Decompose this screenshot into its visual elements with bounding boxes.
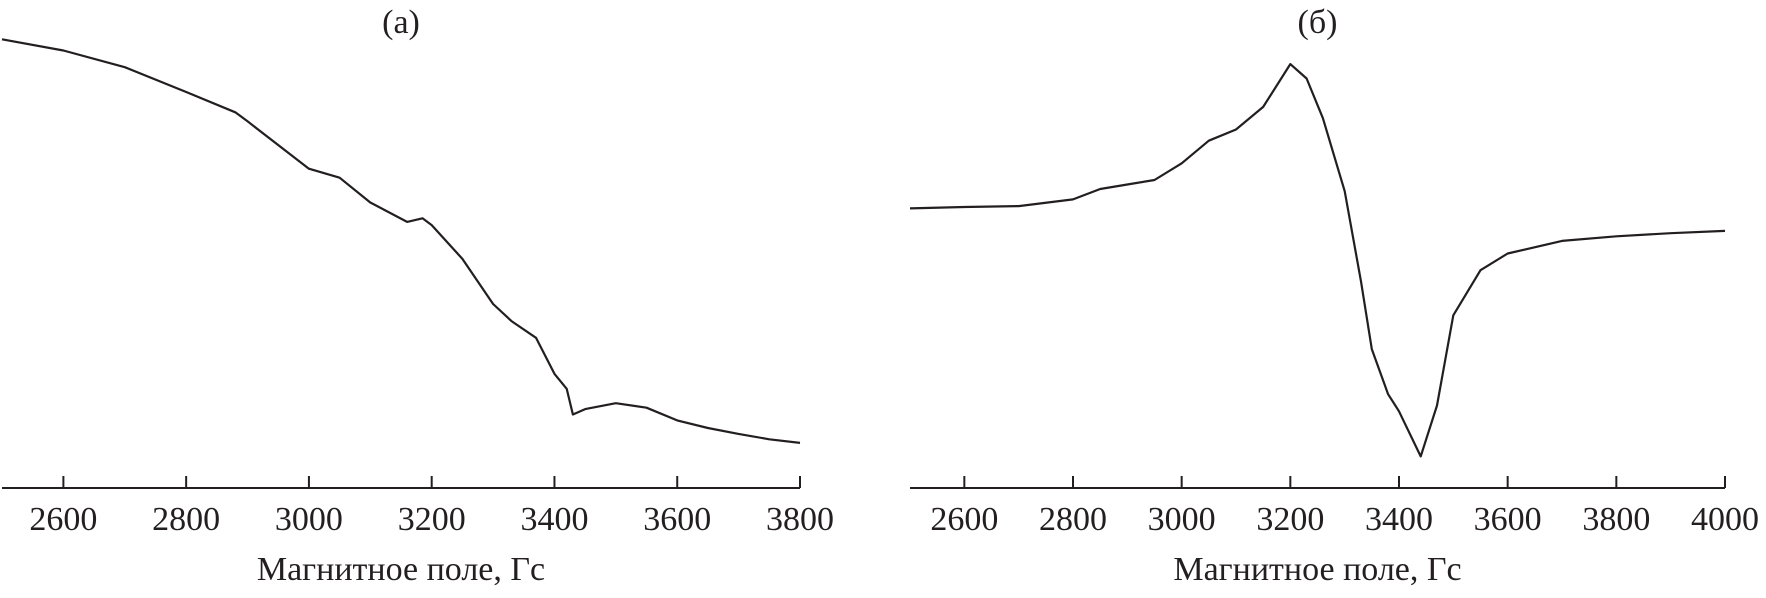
x-tick-label: 3800 [1582, 501, 1650, 538]
x-tick-label: 3400 [1365, 501, 1433, 538]
data-line [1, 38, 801, 444]
x-tick-label: 2800 [1039, 501, 1107, 538]
x-tick-label: 3400 [520, 501, 588, 538]
data-line [909, 62, 1726, 458]
x-tick-label: 3200 [1256, 501, 1324, 538]
x-tick-label: 3000 [275, 501, 343, 538]
x-tick-label: 3200 [398, 501, 466, 538]
x-tick-label: 2600 [930, 501, 998, 538]
x-tick-label: 2800 [152, 501, 220, 538]
x-tick-label: 2600 [29, 501, 97, 538]
x-tick-label: 4000 [1691, 501, 1759, 538]
x-tick-label: 3600 [643, 501, 711, 538]
x-axis-label: Магнитное поле, Гс [257, 551, 545, 588]
x-tick-label: 3800 [766, 501, 834, 538]
x-tick-label: 3600 [1474, 501, 1542, 538]
panel-title: (б) [1298, 4, 1338, 41]
panel-title: (а) [382, 4, 420, 41]
x-tick-label: 3000 [1148, 501, 1216, 538]
x-axis-label: Магнитное поле, Гс [1173, 551, 1461, 588]
